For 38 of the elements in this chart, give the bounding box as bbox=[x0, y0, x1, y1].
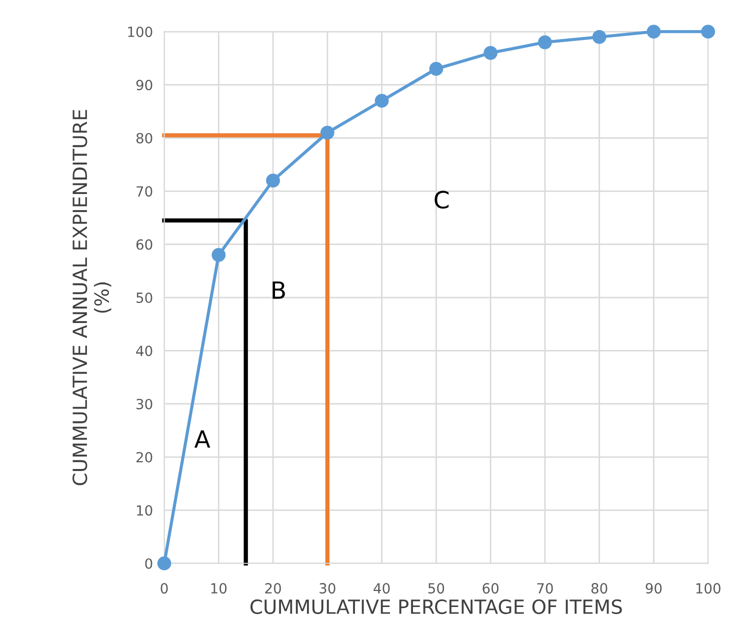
x-tick-label: 0 bbox=[160, 583, 168, 594]
y-tick-label: 70 bbox=[136, 186, 152, 197]
x-tick-label: 90 bbox=[646, 583, 662, 594]
y-tick-label: 50 bbox=[136, 292, 152, 303]
y-tick-label: 100 bbox=[128, 26, 152, 38]
y-tick-label: 40 bbox=[136, 346, 152, 356]
point bbox=[429, 62, 444, 76]
x-tick-label: 80 bbox=[591, 583, 608, 594]
y-tick-label: 10 bbox=[136, 505, 152, 516]
point bbox=[592, 30, 606, 44]
x-axis-title: CUMMULATIVE PERCENTAGE OF ITEMS bbox=[250, 599, 622, 614]
x-tick-label: 40 bbox=[374, 583, 390, 594]
annotation: A bbox=[194, 430, 210, 448]
annotation: B bbox=[272, 281, 285, 299]
point bbox=[701, 24, 716, 39]
x-tick-label: 10 bbox=[211, 583, 227, 594]
y-tick-label: 0 bbox=[145, 558, 152, 569]
y-tick-label: 80 bbox=[136, 132, 152, 144]
point bbox=[320, 126, 334, 140]
point bbox=[646, 24, 661, 39]
point bbox=[538, 35, 552, 50]
y-tick-label: 30 bbox=[136, 398, 152, 410]
point bbox=[484, 46, 498, 60]
y-tick-label: 20 bbox=[136, 452, 152, 462]
point bbox=[157, 556, 172, 570]
x-tick-label: 100 bbox=[696, 583, 720, 594]
x-tick-label: 50 bbox=[428, 583, 444, 594]
x-tick-label: 60 bbox=[482, 583, 498, 594]
x-tick-label: 70 bbox=[537, 583, 553, 594]
y-axis-title: CUMMULATIVE ANNUAL EXPIENDITURE (%) bbox=[72, 110, 112, 486]
annotation: C bbox=[434, 190, 449, 209]
x-tick-label: 30 bbox=[320, 583, 336, 594]
x-tick-label: 20 bbox=[265, 583, 281, 594]
point bbox=[374, 94, 389, 108]
y-tick-label: 60 bbox=[136, 239, 152, 250]
point bbox=[266, 174, 280, 188]
point bbox=[212, 248, 226, 262]
y-tick-label: 90 bbox=[136, 80, 152, 90]
